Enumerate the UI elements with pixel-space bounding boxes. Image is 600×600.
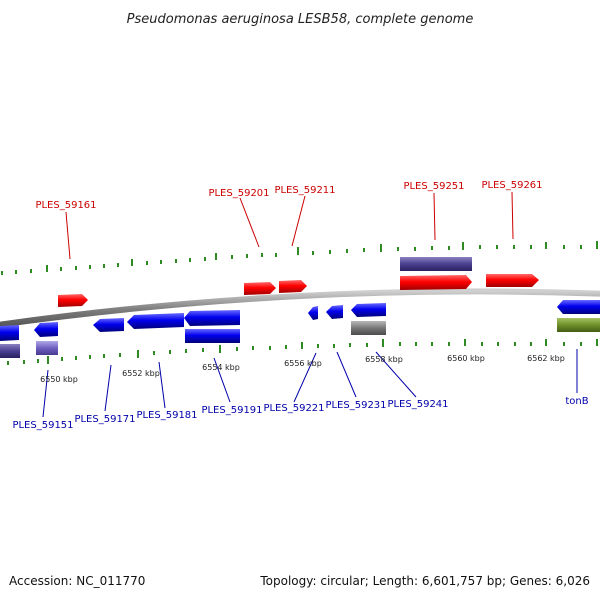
gene-ples-59191[interactable] <box>184 310 240 326</box>
gene-tonb[interactable] <box>557 300 600 314</box>
genome-backbone <box>0 288 600 328</box>
gene-tonb-homolog[interactable] <box>557 318 600 332</box>
label-ples-59241[interactable]: PLES_59241 <box>387 399 448 410</box>
label-ples-59171[interactable]: PLES_59171 <box>74 414 135 425</box>
scale-label: 6552 kbp <box>122 369 160 378</box>
gene-ples-59231[interactable] <box>326 305 343 319</box>
gene-ples-59211[interactable] <box>279 280 307 293</box>
label-ples-59181[interactable]: PLES_59181 <box>136 410 197 421</box>
label-ples-59221[interactable]: PLES_59221 <box>263 403 324 414</box>
scale-label: 6556 kbp <box>284 359 322 368</box>
label-ples-59231[interactable]: PLES_59231 <box>325 400 386 411</box>
reverse-gene-labels: PLES_59151 PLES_59171 PLES_59181 PLES_59… <box>12 396 588 431</box>
forward-gene-labels: PLES_59161 PLES_59201 PLES_59211 PLES_59… <box>35 180 542 211</box>
topology-text: Topology: circular; Length: 6,601,757 bp… <box>259 574 590 588</box>
map-title: Pseudomonas aeruginosa LESB58, complete … <box>127 12 474 27</box>
outer-tick-track <box>1 241 598 275</box>
label-ples-59151[interactable]: PLES_59151 <box>12 420 73 431</box>
label-ples-59201[interactable]: PLES_59201 <box>208 188 269 199</box>
inner-tick-track <box>7 339 598 365</box>
scale-label: 6558 kbp <box>365 355 403 364</box>
scale-label: 6550 kbp <box>40 375 78 384</box>
gene-ples-59201[interactable] <box>244 282 276 295</box>
label-ples-59211[interactable]: PLES_59211 <box>274 185 335 196</box>
gene-ples-59191-homolog[interactable] <box>185 329 240 343</box>
gene-ples-59261[interactable] <box>486 274 539 287</box>
gene-ples-59251[interactable] <box>400 275 472 290</box>
scale-label: 6562 kbp <box>527 354 565 363</box>
forward-label-leaders <box>65 191 514 260</box>
scale-label: 6554 kbp <box>202 363 240 372</box>
label-ples-59251[interactable]: PLES_59251 <box>403 181 464 192</box>
scale-label: 6560 kbp <box>447 354 485 363</box>
gene-ples-59151[interactable] <box>34 322 58 337</box>
gene-ples-59151-partial[interactable] <box>0 325 19 341</box>
reverse-label-leaders <box>42 349 578 418</box>
gene-ples-59251-homolog[interactable] <box>400 257 472 271</box>
gene-ples-59171[interactable] <box>93 318 124 332</box>
gene-ples-59151-homolog[interactable] <box>36 341 58 355</box>
gene-ples-59161[interactable] <box>58 294 88 307</box>
gene-ples-59241[interactable] <box>351 303 386 317</box>
gene-ples-59221[interactable] <box>308 306 318 320</box>
gene-ples-59241-homolog[interactable] <box>351 321 386 335</box>
accession-text: Accession: NC_011770 <box>9 574 145 588</box>
gene-ples-59181[interactable] <box>127 313 184 329</box>
label-ples-59161[interactable]: PLES_59161 <box>35 200 96 211</box>
scale-labels: 6550 kbp 6552 kbp 6554 kbp 6556 kbp 6558… <box>40 354 565 384</box>
forward-genes <box>58 257 539 307</box>
label-ples-59191[interactable]: PLES_59191 <box>201 405 262 416</box>
reverse-genes <box>0 300 600 358</box>
gene-ples-59151-partial-homolog[interactable] <box>0 344 20 358</box>
label-tonb[interactable]: tonB <box>565 396 588 407</box>
label-ples-59261[interactable]: PLES_59261 <box>481 180 542 191</box>
